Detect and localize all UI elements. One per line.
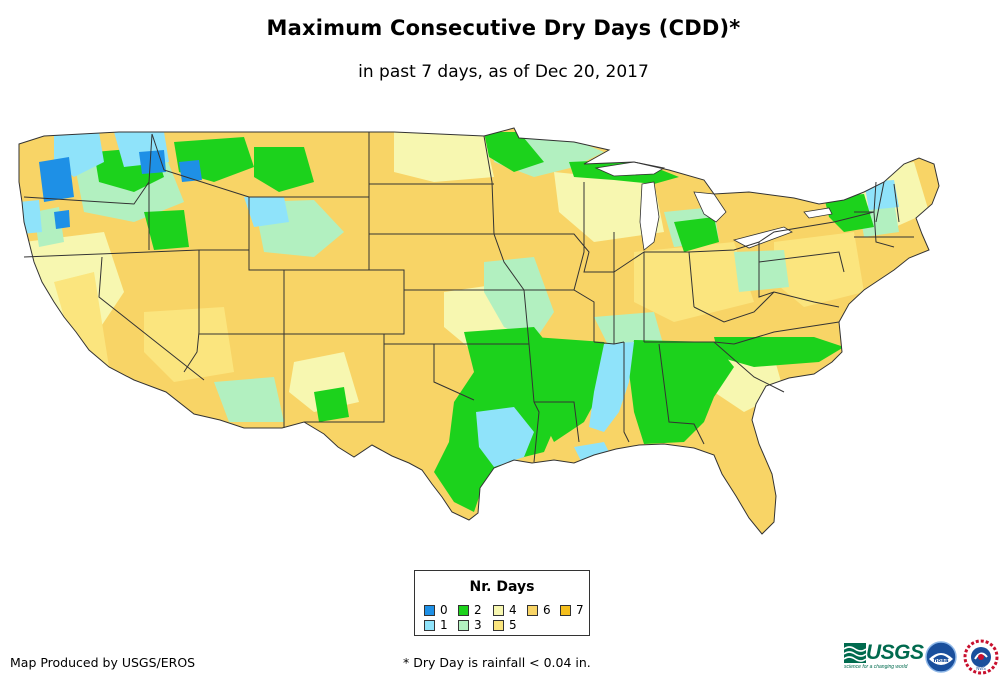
nws-logo-icon: NWS (963, 639, 999, 675)
noaa-logo-icon: noaa (925, 641, 957, 673)
legend-swatch-2 (458, 604, 469, 616)
usgs-wordmark: USGS (866, 641, 924, 664)
map-title: Maximum Consecutive Dry Days (CDD)* (266, 16, 741, 40)
usgs-tagline: science for a changing world (844, 664, 908, 670)
legend-label-7: 7 (576, 603, 584, 617)
legend-label-1: 1 (440, 618, 448, 632)
legend-label-2: 2 (474, 603, 482, 617)
legend-item-2: 2 (458, 603, 482, 617)
usgs-wave-icon (844, 643, 866, 663)
nws-text: NWS (976, 666, 986, 671)
legend-label-0: 0 (440, 603, 448, 617)
legend-item-6: 6 (527, 603, 551, 617)
usgs-logo: USGS (844, 641, 924, 664)
legend-swatch-5 (493, 619, 504, 631)
legend-swatch-4 (493, 604, 504, 616)
legend-swatch-0 (424, 604, 435, 616)
cdd-map (18, 127, 940, 535)
legend-item-3: 3 (458, 618, 482, 632)
map-subtitle: in past 7 days, as of Dec 20, 2017 (358, 62, 649, 82)
noaa-text: noaa (933, 658, 948, 664)
legend-swatch-3 (458, 619, 469, 631)
legend-item-1: 1 (424, 618, 448, 632)
legend-item-5: 5 (493, 618, 517, 632)
legend-item-7: 7 (560, 603, 584, 617)
legend-label-5: 5 (509, 618, 517, 632)
credit-text: Map Produced by USGS/EROS (10, 655, 196, 670)
legend-item-0: 0 (424, 603, 448, 617)
legend: Nr. Days 0 1 2 3 4 5 6 7 (414, 570, 590, 636)
legend-title: Nr. Days (469, 579, 535, 595)
legend-item-4: 4 (493, 603, 517, 617)
legend-label-6: 6 (543, 603, 551, 617)
legend-swatch-7 (560, 604, 571, 616)
legend-label-3: 3 (474, 618, 482, 632)
legend-label-4: 4 (509, 603, 517, 617)
legend-swatch-6 (527, 604, 538, 616)
legend-swatch-1 (424, 619, 435, 631)
footnote-text: * Dry Day is rainfall < 0.04 in. (403, 655, 591, 670)
